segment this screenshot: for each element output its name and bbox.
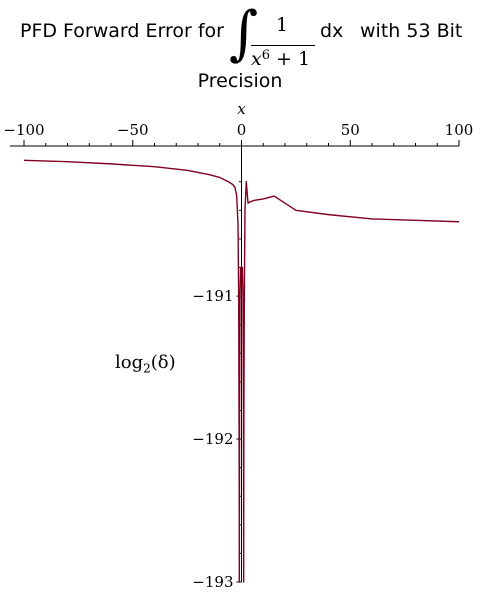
x-tick-label: 0 (237, 121, 247, 139)
y-tick-label: −192 (192, 430, 233, 448)
tick-labels: −100 −50 0 50 100 x −191 −192 −193 (3, 100, 473, 591)
title-line2: Precision (197, 70, 283, 92)
series-layer (23, 159, 460, 583)
x-tick-label: −100 (3, 121, 44, 139)
denominator-rest: + 1 (270, 48, 311, 70)
y-tick-label: −191 (192, 287, 233, 305)
integrand-denominator: x6 + 1 (251, 48, 310, 70)
denominator-base: x (251, 48, 262, 70)
y-tick-label: −193 (192, 573, 233, 591)
axes (10, 140, 459, 582)
title-differential: dx (320, 20, 344, 42)
title-prefix: PFD Forward Error for (20, 20, 224, 42)
x-tick-label: 100 (445, 121, 474, 139)
denominator-exponent: 6 (261, 48, 270, 63)
fraction-bar (251, 45, 315, 46)
chart-title: PFD Forward Error for ∫ 1 x6 + 1 dx with… (0, 0, 480, 100)
y-axis-label: log2(δ) (115, 352, 176, 376)
x-tick-label: 50 (341, 121, 360, 139)
x-tick-label: −50 (117, 121, 149, 139)
integral-sign-icon: ∫ (229, 0, 259, 68)
series-line (23, 159, 460, 583)
tick-marks (23, 140, 460, 583)
integrand-numerator: 1 (276, 14, 289, 36)
x-axis-label: x (237, 100, 246, 118)
title-suffix: with 53 Bit (360, 20, 463, 42)
